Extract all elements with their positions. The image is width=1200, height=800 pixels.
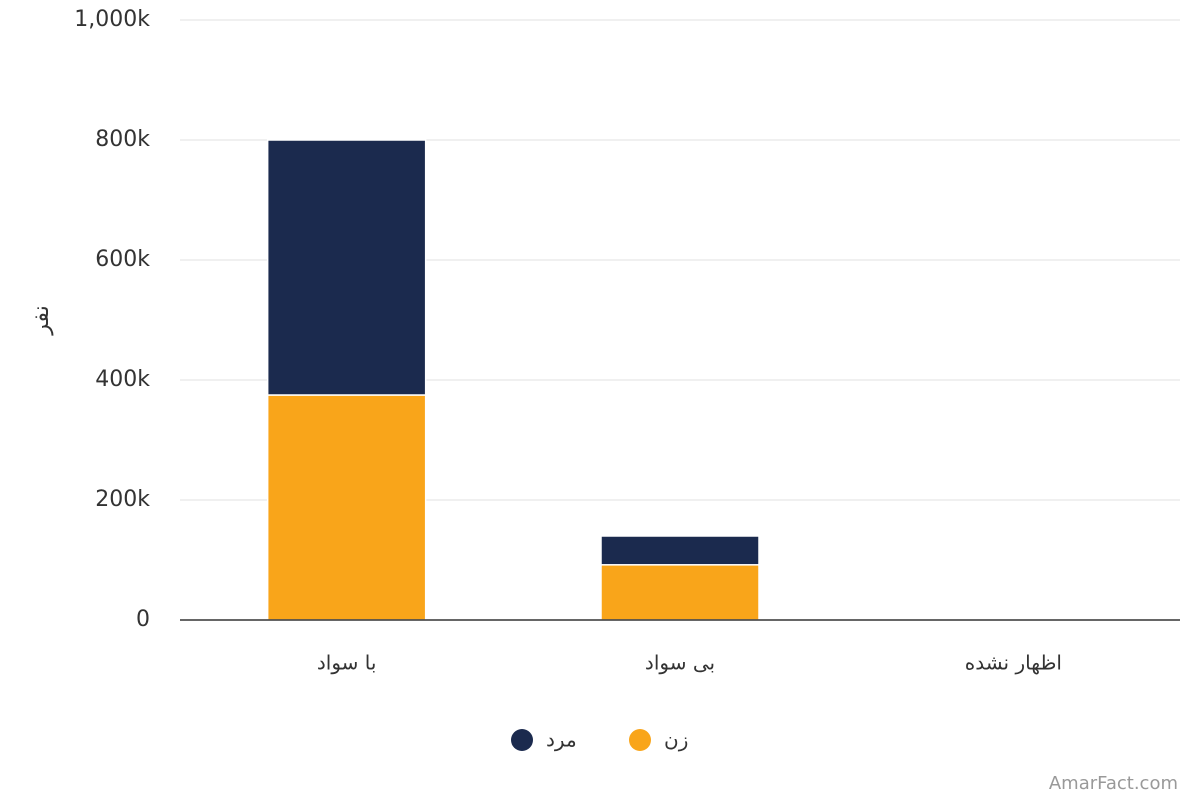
y-tick-label: 800k bbox=[95, 127, 150, 152]
legend-label: مرد bbox=[546, 728, 577, 752]
y-tick-label: 0 bbox=[136, 607, 150, 632]
bar-segment bbox=[266, 394, 427, 621]
legend-label: زن bbox=[664, 728, 688, 752]
y-axis-label: نفر bbox=[29, 305, 54, 335]
x-tick-label: بی سواد bbox=[645, 651, 715, 675]
bar-segment bbox=[266, 139, 427, 396]
y-tick-label: 600k bbox=[95, 247, 150, 272]
y-tick-label: 1,000k bbox=[74, 7, 150, 32]
bar-segment bbox=[600, 564, 760, 621]
x-tick-label: اظهار نشده bbox=[965, 651, 1062, 675]
y-tick-label: 400k bbox=[95, 367, 150, 392]
legend-marker bbox=[629, 729, 651, 751]
y-tick-label: 200k bbox=[95, 487, 150, 512]
legend-marker bbox=[511, 729, 533, 751]
bar-segment bbox=[600, 535, 760, 566]
watermark: AmarFact.com bbox=[1049, 773, 1178, 794]
x-tick-label: با سواد bbox=[317, 651, 377, 675]
